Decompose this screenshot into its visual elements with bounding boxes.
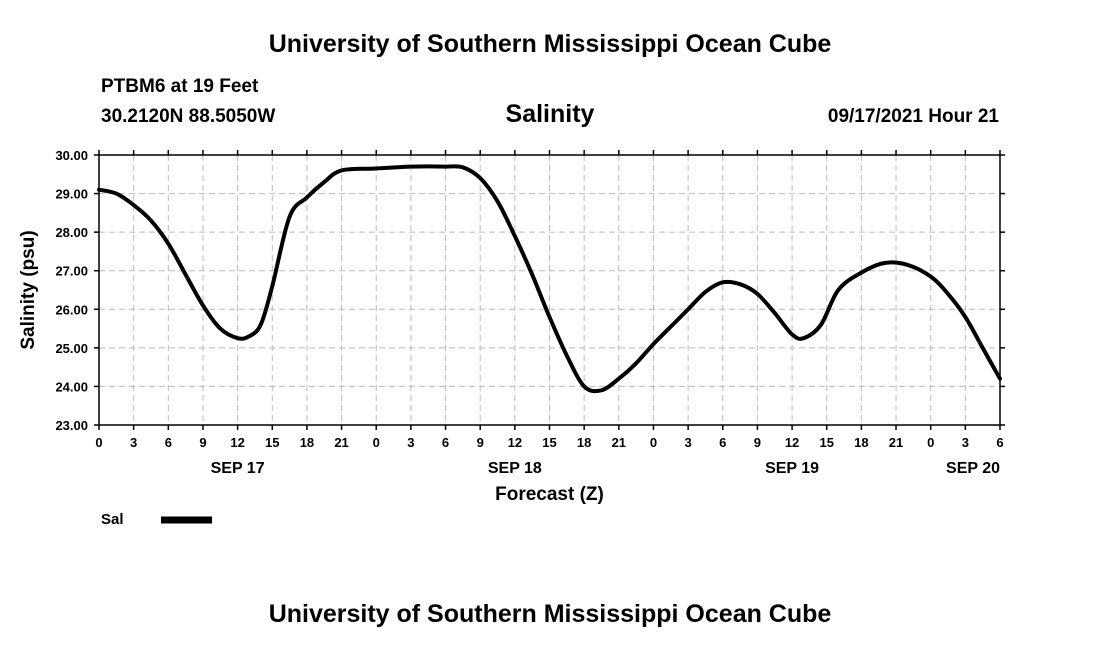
y-tick-label: 23.00 (55, 418, 88, 433)
x-tick-label: 21 (334, 435, 348, 450)
x-tick-label: 6 (165, 435, 172, 450)
x-tick-label: 6 (719, 435, 726, 450)
x-tick-label: 3 (407, 435, 414, 450)
legend-label: Sal (101, 511, 124, 528)
x-tick-label: 12 (508, 435, 522, 450)
bottom-title: University of Southern Mississippi Ocean… (268, 600, 832, 628)
x-tick-label: 9 (477, 435, 484, 450)
date-label: SEP 19 (765, 460, 819, 477)
date-label: SEP 20 (946, 460, 1000, 477)
y-tick-label: 25.00 (55, 341, 88, 356)
x-tick-label: 15 (265, 435, 279, 450)
y-axis-label: Salinity (psu) (18, 230, 39, 349)
date-label: SEP 18 (488, 460, 542, 477)
x-tick-label: 21 (612, 435, 626, 450)
salinity-series-line (97, 164, 1002, 394)
x-tick-label: 9 (199, 435, 206, 450)
x-tick-label: 3 (962, 435, 969, 450)
station-name: PTBM6 at 19 Feet (101, 76, 259, 97)
top-title: University of Southern Mississippi Ocean… (268, 30, 832, 58)
y-tick-label: 27.00 (55, 264, 88, 279)
forecast-timestamp: 09/17/2021 Hour 21 (827, 106, 999, 127)
x-tick-label: 9 (754, 435, 761, 450)
x-tick-label: 21 (889, 435, 903, 450)
x-tick-label: 6 (996, 435, 1003, 450)
x-tick-label: 0 (650, 435, 657, 450)
chart-title: Salinity (505, 100, 595, 128)
x-axis-label: Forecast (Z) (495, 484, 604, 505)
x-tick-label: 15 (542, 435, 556, 450)
x-tick-label: 3 (130, 435, 137, 450)
x-tick-label: 12 (785, 435, 799, 450)
y-tick-label: 30.00 (55, 148, 88, 163)
x-tick-label: 0 (373, 435, 380, 450)
x-tick-label: 0 (927, 435, 934, 450)
x-tick-label: 6 (442, 435, 449, 450)
date-label: SEP 17 (211, 460, 265, 477)
x-tick-label: 0 (95, 435, 102, 450)
x-tick-label: 18 (300, 435, 314, 450)
y-tick-label: 26.00 (55, 302, 88, 317)
station-coordinates: 30.2120N 88.5050W (101, 106, 276, 127)
y-tick-label: 28.00 (55, 225, 88, 240)
x-tick-label: 12 (230, 435, 244, 450)
tick-layer: 23.00 24.00 25.00 26.00 27.00 28.00 29.00 30.00… (55, 148, 1005, 477)
x-tick-label: 18 (577, 435, 591, 450)
grid-layer (99, 155, 1000, 425)
x-tick-label: 18 (854, 435, 868, 450)
y-tick-label: 29.00 (55, 187, 88, 202)
x-tick-label: 3 (684, 435, 691, 450)
y-tick-label: 24.00 (55, 379, 88, 394)
x-tick-label: 15 (819, 435, 833, 450)
